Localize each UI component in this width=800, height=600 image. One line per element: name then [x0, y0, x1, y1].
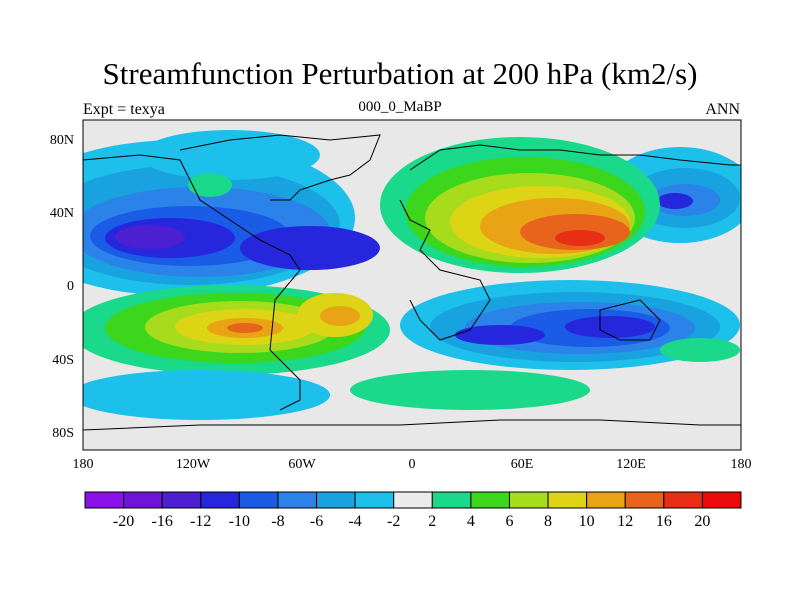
colorbar-label: 20: [694, 513, 710, 530]
colorbar-label: 16: [656, 513, 672, 530]
y-tick-label: 80N: [50, 133, 74, 148]
season-label: ANN: [705, 101, 740, 118]
y-tick-label: 40S: [52, 353, 74, 368]
colorbar-swatch: [277, 491, 318, 509]
contour-region: [657, 193, 693, 209]
colorbar-label: -10: [229, 513, 250, 530]
contour-fields: [83, 130, 741, 431]
x-tick-label: 180: [73, 457, 94, 472]
colorbar-swatch: [547, 491, 588, 509]
colorbar-label: -20: [113, 513, 134, 530]
x-tick-label: 120E: [616, 457, 646, 472]
contour-region: [83, 370, 330, 420]
colorbar-label: 10: [579, 513, 595, 530]
x-tick-label: 120W: [176, 457, 211, 472]
contour-region: [240, 226, 380, 270]
colorbar-swatch: [200, 491, 240, 509]
colorbar-label: -6: [310, 513, 323, 530]
colorbar-swatch: [238, 491, 279, 509]
y-tick-label: 40N: [50, 206, 74, 221]
contour-region: [455, 325, 545, 345]
contour-region: [320, 306, 360, 326]
contour-region: [115, 225, 185, 249]
colorbar-swatch: [161, 491, 202, 509]
x-tick-label: 180: [731, 457, 752, 472]
colorbar-swatch: [316, 491, 356, 509]
contour-region: [188, 173, 232, 197]
y-tick-label: 0: [67, 279, 74, 294]
colorbar: -20 -16 -12 -10 -8 -6 -4 -2 2 4 6 8 10 12 16 20: [84, 491, 742, 530]
colorbar-swatch: [393, 491, 433, 509]
colorbar-swatch: [84, 491, 125, 509]
contour-region: [555, 230, 605, 246]
experiment-label: Expt = texya: [83, 101, 165, 118]
x-tick-label: 60E: [511, 457, 534, 472]
contour-region: [350, 370, 590, 410]
colorbar-swatch: [508, 491, 549, 509]
colorbar-swatch: [624, 491, 665, 509]
colorbar-label: 2: [428, 513, 436, 530]
colorbar-swatch: [354, 491, 395, 509]
contour-region: [565, 316, 655, 338]
contour-region: [140, 130, 320, 180]
plot-title: Streamfunction Perturbation at 200 hPa (…: [102, 56, 698, 91]
colorbar-label: 6: [505, 513, 513, 530]
colorbar-swatch: [663, 491, 703, 509]
map-plot-area: [82, 119, 742, 451]
colorbar-swatch: [431, 491, 472, 509]
contour-region: [227, 323, 263, 333]
x-axis: 180 120W 60W 0 60E 120E 180: [73, 457, 752, 472]
contour-region: [660, 338, 740, 362]
period-label: 000_0_MaBP: [358, 99, 442, 115]
colorbar-swatch: [123, 491, 163, 509]
colorbar-label: 8: [544, 513, 552, 530]
y-axis: 80N 40N 0 40S 80S: [50, 133, 74, 441]
colorbar-label: -2: [387, 513, 400, 530]
colorbar-label: -4: [348, 513, 361, 530]
x-tick-label: 60W: [288, 457, 316, 472]
colorbar-swatch: [470, 491, 510, 509]
x-tick-label: 0: [409, 457, 416, 472]
map-border: [82, 119, 742, 451]
colorbar-label: -8: [271, 513, 284, 530]
coastlines: [83, 134, 741, 431]
colorbar-label: 12: [617, 513, 633, 530]
colorbar-swatch: [586, 491, 626, 509]
colorbar-label: -16: [152, 513, 173, 530]
colorbar-swatch: [701, 491, 742, 509]
y-tick-label: 80S: [52, 426, 74, 441]
colorbar-label: -12: [190, 513, 211, 530]
colorbar-label: 4: [467, 513, 475, 530]
